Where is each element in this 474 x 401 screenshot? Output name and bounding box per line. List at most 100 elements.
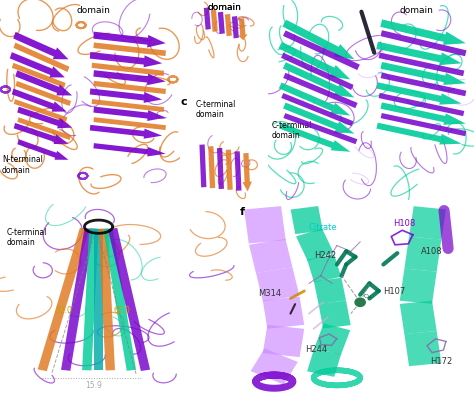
- Text: N-terminal
domain: N-terminal domain: [2, 155, 43, 174]
- Text: Cu: Cu: [364, 294, 372, 299]
- Polygon shape: [225, 15, 232, 37]
- Circle shape: [355, 298, 365, 307]
- Text: Citrate: Citrate: [309, 222, 337, 231]
- Polygon shape: [14, 100, 67, 123]
- Polygon shape: [93, 71, 166, 86]
- Polygon shape: [379, 53, 465, 77]
- Polygon shape: [211, 10, 218, 33]
- Polygon shape: [381, 31, 466, 57]
- Polygon shape: [91, 100, 164, 113]
- Polygon shape: [376, 83, 462, 105]
- Text: H244: H244: [305, 344, 327, 354]
- Polygon shape: [14, 124, 68, 145]
- Polygon shape: [12, 89, 67, 112]
- Polygon shape: [235, 152, 241, 191]
- FancyArrowPatch shape: [444, 211, 448, 249]
- Polygon shape: [404, 237, 441, 272]
- Polygon shape: [307, 255, 341, 283]
- FancyArrowPatch shape: [361, 13, 374, 53]
- Polygon shape: [204, 8, 211, 30]
- Polygon shape: [263, 297, 304, 329]
- Polygon shape: [61, 229, 94, 371]
- Polygon shape: [283, 114, 357, 145]
- Polygon shape: [232, 17, 239, 39]
- Text: H172: H172: [430, 356, 453, 365]
- Polygon shape: [226, 150, 233, 190]
- Polygon shape: [37, 228, 89, 371]
- Polygon shape: [82, 229, 99, 371]
- Polygon shape: [283, 63, 355, 98]
- Text: f: f: [239, 207, 245, 217]
- Polygon shape: [251, 348, 298, 385]
- Text: 62.0: 62.0: [114, 305, 130, 314]
- Polygon shape: [208, 147, 215, 189]
- Polygon shape: [400, 301, 437, 334]
- Polygon shape: [404, 331, 441, 366]
- Polygon shape: [93, 118, 166, 131]
- Text: A108: A108: [420, 247, 442, 255]
- Polygon shape: [283, 74, 357, 109]
- Polygon shape: [314, 278, 346, 304]
- Polygon shape: [379, 94, 464, 117]
- Text: domain: domain: [77, 6, 110, 15]
- Polygon shape: [381, 63, 466, 86]
- Polygon shape: [279, 124, 350, 152]
- Polygon shape: [283, 103, 355, 134]
- Polygon shape: [409, 207, 446, 240]
- Polygon shape: [291, 207, 323, 235]
- Polygon shape: [244, 207, 286, 244]
- Text: C-terminal
domain: C-terminal domain: [7, 227, 47, 247]
- Polygon shape: [17, 140, 68, 160]
- Text: domain: domain: [207, 3, 241, 12]
- Text: H108: H108: [393, 218, 415, 227]
- Polygon shape: [10, 53, 65, 78]
- Polygon shape: [91, 64, 164, 77]
- Polygon shape: [381, 114, 466, 137]
- Polygon shape: [218, 13, 225, 35]
- Polygon shape: [296, 229, 334, 261]
- Polygon shape: [108, 228, 150, 371]
- Polygon shape: [279, 43, 350, 80]
- Text: domain: domain: [399, 6, 433, 15]
- Polygon shape: [200, 145, 206, 188]
- Text: domain: domain: [207, 3, 241, 12]
- Polygon shape: [238, 19, 247, 41]
- Polygon shape: [13, 44, 69, 73]
- Polygon shape: [93, 32, 166, 49]
- Polygon shape: [281, 94, 354, 127]
- Polygon shape: [380, 20, 466, 46]
- Polygon shape: [94, 229, 103, 371]
- Polygon shape: [16, 82, 71, 107]
- Polygon shape: [93, 107, 166, 122]
- Polygon shape: [90, 53, 162, 68]
- Polygon shape: [93, 43, 166, 57]
- Polygon shape: [381, 73, 466, 97]
- Polygon shape: [13, 33, 68, 60]
- Polygon shape: [263, 325, 304, 357]
- Polygon shape: [281, 54, 354, 91]
- Polygon shape: [307, 349, 341, 377]
- Polygon shape: [381, 103, 466, 126]
- Polygon shape: [256, 267, 300, 302]
- Text: H242: H242: [314, 250, 336, 259]
- Polygon shape: [99, 229, 115, 371]
- Polygon shape: [217, 148, 224, 190]
- Polygon shape: [18, 118, 71, 141]
- Polygon shape: [376, 124, 462, 145]
- Polygon shape: [93, 144, 166, 157]
- Text: c: c: [180, 96, 187, 106]
- Polygon shape: [90, 89, 162, 103]
- Text: 52.0: 52.0: [55, 305, 72, 314]
- Text: C-terminal
domain: C-terminal domain: [196, 99, 236, 119]
- Polygon shape: [15, 71, 72, 96]
- Polygon shape: [12, 64, 65, 89]
- Polygon shape: [319, 301, 351, 329]
- Text: C-terminal
domain: C-terminal domain: [272, 121, 312, 140]
- Polygon shape: [93, 82, 166, 95]
- Text: M314: M314: [258, 288, 281, 297]
- Polygon shape: [283, 21, 355, 60]
- Polygon shape: [17, 107, 72, 129]
- Text: H107: H107: [383, 286, 406, 295]
- Polygon shape: [90, 126, 162, 140]
- Polygon shape: [249, 239, 292, 273]
